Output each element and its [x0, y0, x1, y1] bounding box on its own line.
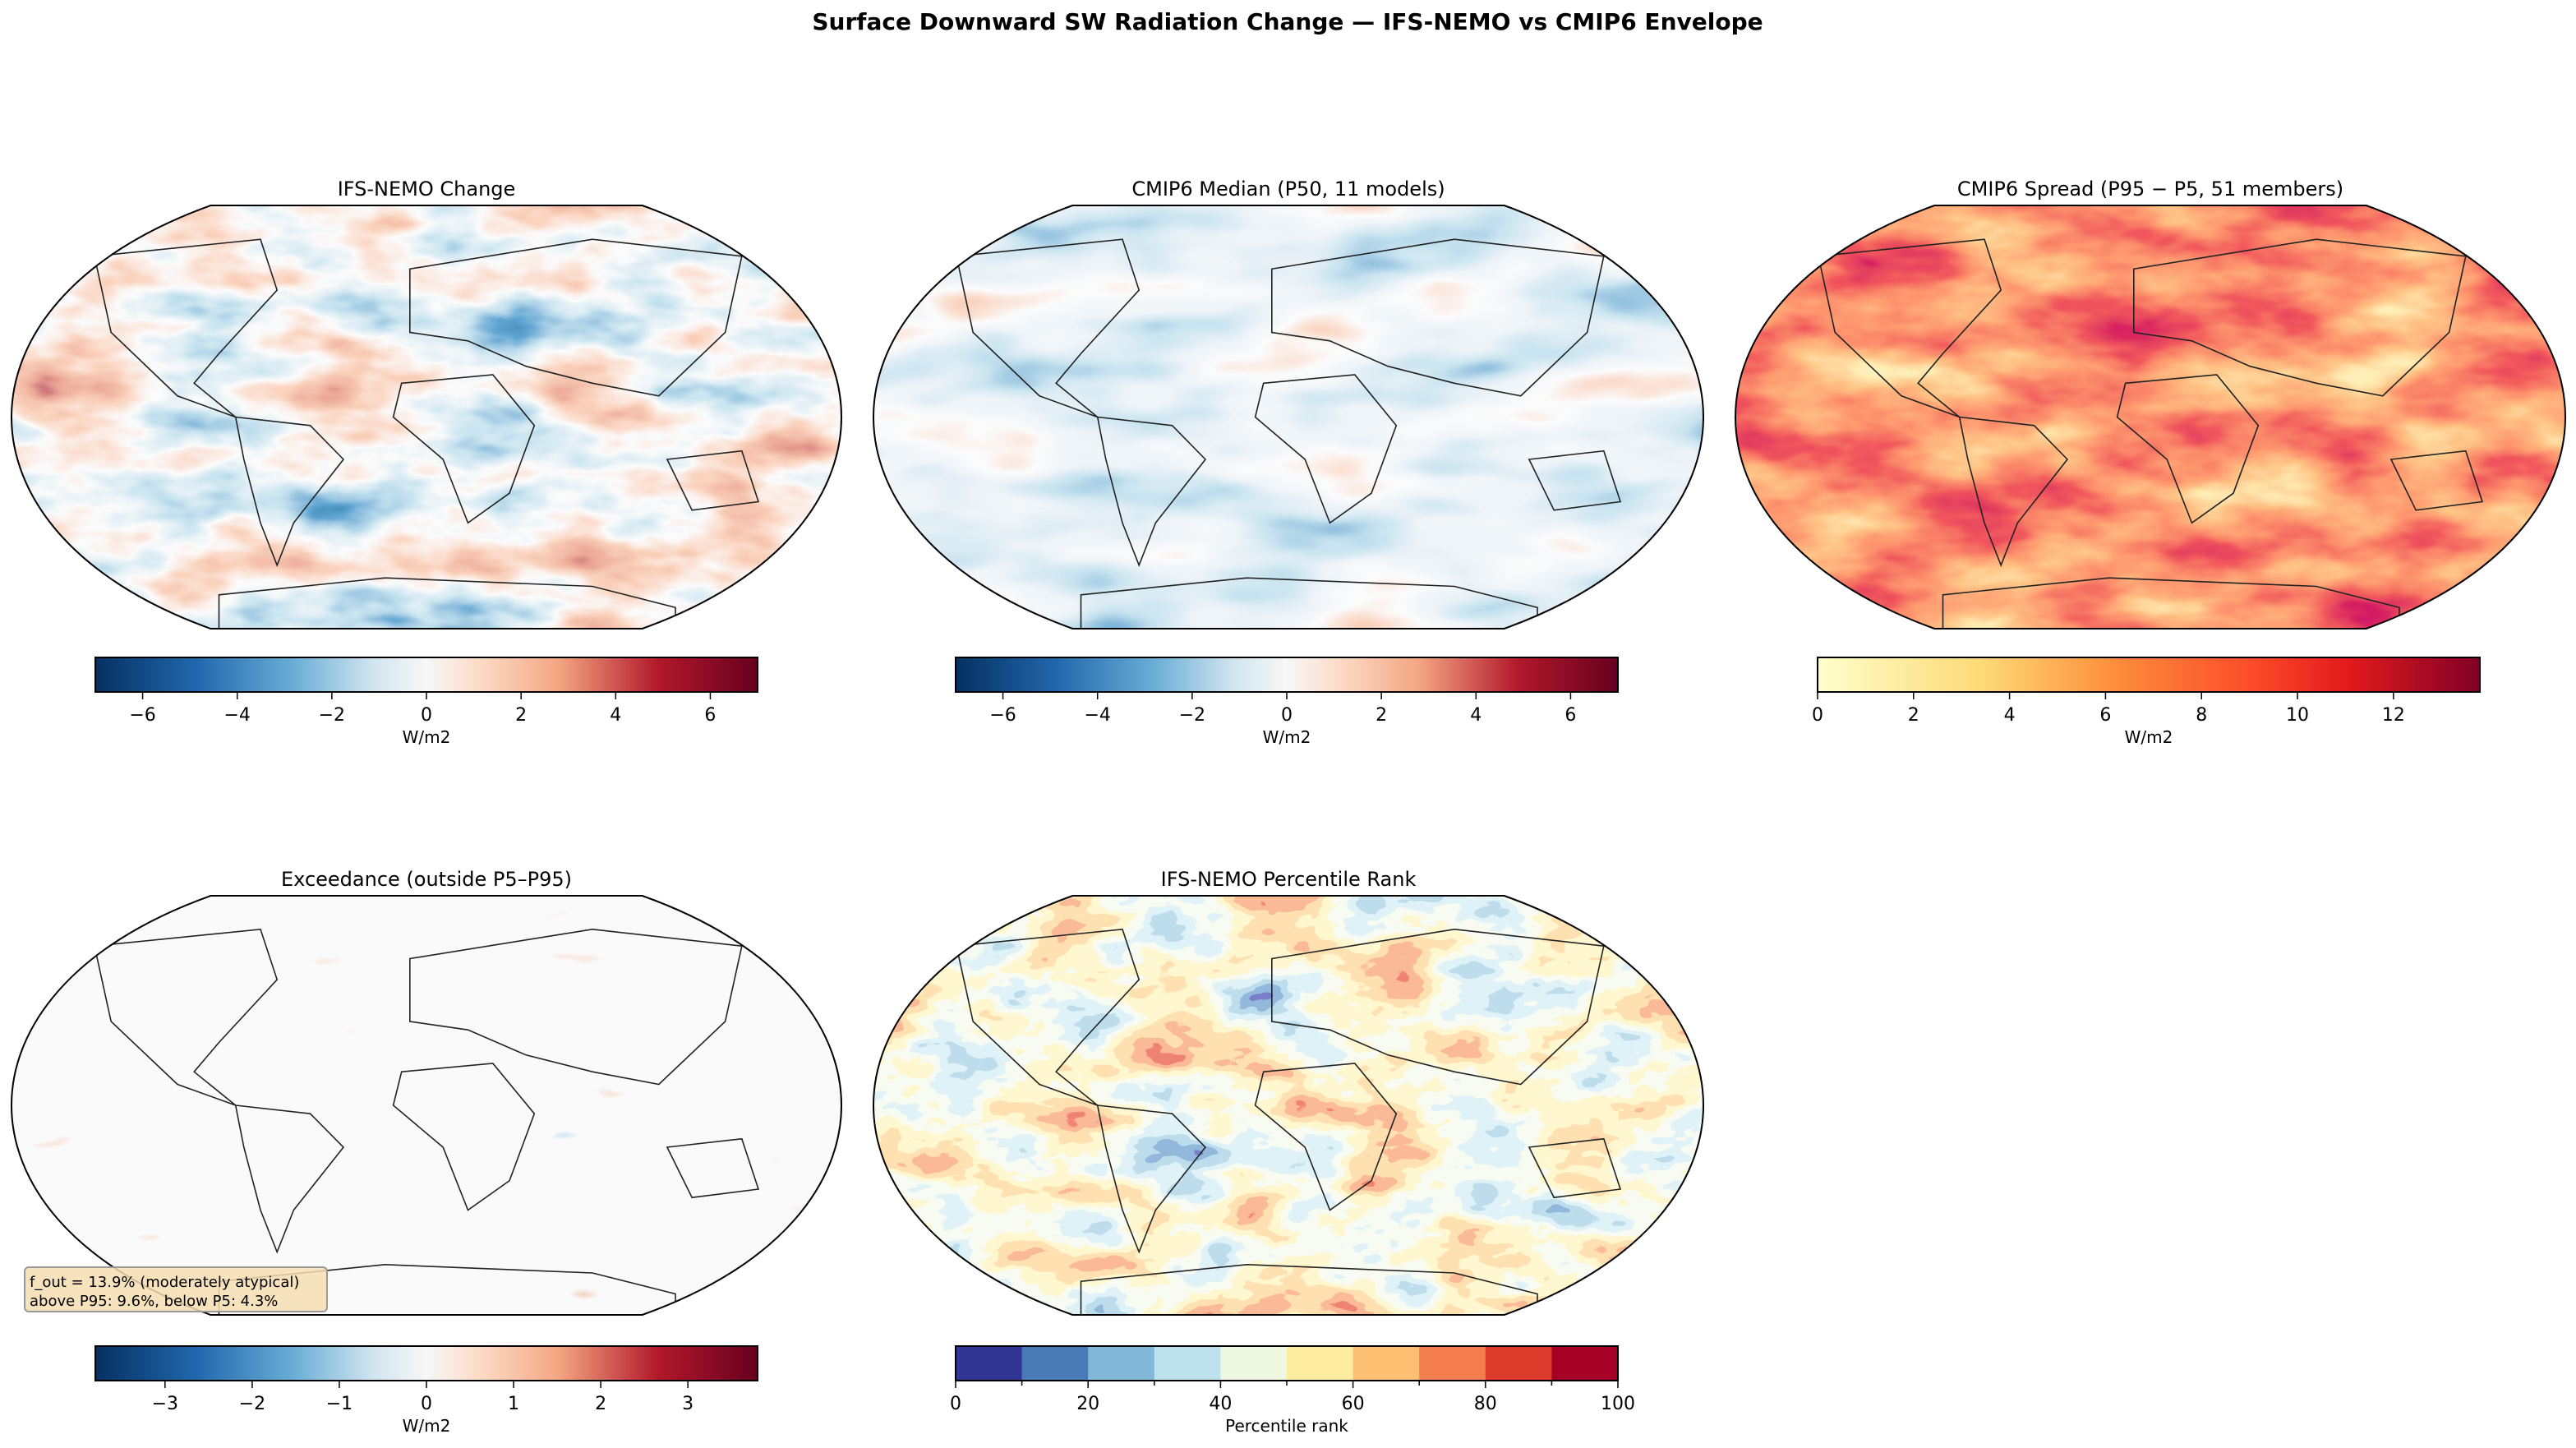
coastlines — [956, 238, 1622, 629]
coastlines — [94, 238, 760, 629]
colorbar-tick-label: 2 — [1908, 705, 1919, 726]
annotation-line-2: above P95: 9.6%, below P5: 4.3% — [30, 1293, 278, 1310]
colorbar: −3 −2 −1 0 1 2 3 W/m2 — [94, 1345, 758, 1436]
colorbar-tick-label: 40 — [1209, 1394, 1232, 1414]
map-panel-4: Exceedance (outside P5–P95) −3 −2 −1 0 1 2 3 W/m… — [10, 868, 843, 1436]
panel-title: CMIP6 Median (P50, 11 models) — [1131, 178, 1445, 201]
colorbar-tick-label: 60 — [1342, 1394, 1365, 1414]
annotation-box: f_out = 13.9% (moderately atypical) above… — [24, 1266, 328, 1312]
panel-title: CMIP6 Spread (P95 − P5, 51 members) — [1957, 178, 2343, 201]
colorbar-bin — [1419, 1346, 1486, 1381]
colorbar-tick-label: 1 — [508, 1394, 519, 1414]
coastlines — [94, 928, 760, 1315]
map-frame — [10, 205, 843, 629]
coastlines — [956, 928, 1622, 1315]
map-frame — [1734, 205, 2567, 629]
colorbar-tick-label: 4 — [1470, 705, 1482, 726]
colorbar-tick-label: 0 — [950, 1394, 961, 1414]
colorbar-tick-label: 4 — [610, 705, 621, 726]
map-field — [12, 896, 841, 1315]
colorbar-tick-label: 20 — [1076, 1394, 1099, 1414]
colorbar-bin — [956, 1346, 1023, 1381]
colorbar-bin — [1021, 1346, 1089, 1381]
map-panel-1: IFS-NEMO Change −6 −4 −2 0 2 4 6 W/m2 — [10, 178, 843, 747]
map-field — [873, 896, 1703, 1315]
colorbar-tick-label: 12 — [2382, 705, 2405, 726]
figure-title: Surface Downward SW Radiation Change — I… — [812, 8, 1763, 35]
colorbar-tick-label: 6 — [2099, 705, 2111, 726]
colorbar-tick-label: 0 — [1281, 705, 1293, 726]
colorbar-label: W/m2 — [1263, 727, 1311, 747]
colorbar: −6 −4 −2 0 2 4 6 W/m2 — [94, 657, 758, 747]
colorbar-bin — [1353, 1346, 1420, 1381]
colorbar-frame — [955, 1345, 1619, 1381]
colorbar-bin — [1485, 1346, 1552, 1381]
map-frame — [872, 895, 1705, 1316]
colorbar-tick-label: 0 — [421, 705, 432, 726]
colorbar-tick-label: −4 — [1084, 705, 1110, 726]
colorbar-tick-label: 4 — [2004, 705, 2016, 726]
colorbar-tick-label: 0 — [1812, 705, 1823, 726]
colorbar-gradient — [956, 657, 1618, 692]
map-field — [12, 205, 841, 629]
colorbar-tick-label: −2 — [239, 1394, 265, 1414]
panel-title: IFS-NEMO Change — [338, 178, 516, 201]
panel-title: Exceedance (outside P5–P95) — [281, 868, 572, 891]
colorbar: 0 2 4 6 8 10 12 W/m2 — [1812, 657, 2481, 747]
annotation-line-1: f_out = 13.9% (moderately atypical) — [30, 1274, 299, 1291]
colorbar-gradient — [1818, 657, 2480, 692]
colorbar-tick-label: 0 — [421, 1394, 432, 1414]
map-frame — [10, 895, 843, 1316]
map-panel-2: CMIP6 Median (P50, 11 models) −6 −4 −2 0 2 4 6 W… — [872, 178, 1705, 747]
map-panel-3: CMIP6 Spread (P95 − P5, 51 members) 0 2 4 6 8… — [1734, 178, 2567, 747]
colorbar-tick-label: 2 — [1376, 705, 1387, 726]
colorbar-label: W/m2 — [2125, 727, 2173, 747]
colorbar-tick-label: −2 — [1179, 705, 1205, 726]
colorbar-tick-label: −2 — [319, 705, 345, 726]
colorbar-label: W/m2 — [403, 1416, 451, 1436]
colorbar-tick-label: 2 — [515, 705, 527, 726]
colorbar-tick-label: 2 — [595, 1394, 606, 1414]
colorbar-tick-label: 3 — [682, 1394, 694, 1414]
map-panel-5: IFS-NEMO Percentile Rank 0 20 40 60 80 100 Perc… — [872, 868, 1705, 1436]
coastlines — [1818, 238, 2484, 629]
colorbar-bin — [1154, 1346, 1221, 1381]
colorbar-gradient — [95, 1346, 758, 1381]
colorbar-label: Percentile rank — [1225, 1416, 1348, 1436]
colorbar-label: W/m2 — [403, 727, 451, 747]
colorbar-tick-label: −6 — [129, 705, 155, 726]
colorbar-frame — [1817, 657, 2481, 693]
colorbar: 0 20 40 60 80 100 Percentile rank — [950, 1345, 1635, 1436]
colorbar-bin — [1551, 1346, 1619, 1381]
colorbar-tick-label: −3 — [152, 1394, 178, 1414]
colorbar-tick-label: 100 — [1601, 1394, 1635, 1414]
colorbar-tick-label: −6 — [989, 705, 1016, 726]
colorbar-tick-label: −4 — [223, 705, 250, 726]
colorbar-bin — [1220, 1346, 1288, 1381]
colorbar: −6 −4 −2 0 2 4 6 W/m2 — [955, 657, 1619, 747]
colorbar-bin — [1088, 1346, 1155, 1381]
colorbar-tick-label: 8 — [2196, 705, 2207, 726]
colorbar-gradient — [95, 657, 758, 692]
colorbar-tick-label: −1 — [326, 1394, 353, 1414]
colorbar-tick-label: 6 — [1564, 705, 1576, 726]
colorbar-tick-label: 80 — [1474, 1394, 1497, 1414]
colorbar-bin — [1287, 1346, 1354, 1381]
map-field — [1735, 205, 2565, 629]
map-frame — [872, 205, 1705, 629]
map-field — [873, 205, 1703, 629]
colorbar-tick-label: 6 — [704, 705, 716, 726]
panel-title: IFS-NEMO Percentile Rank — [1161, 868, 1417, 891]
colorbar-tick-label: 10 — [2286, 705, 2309, 726]
